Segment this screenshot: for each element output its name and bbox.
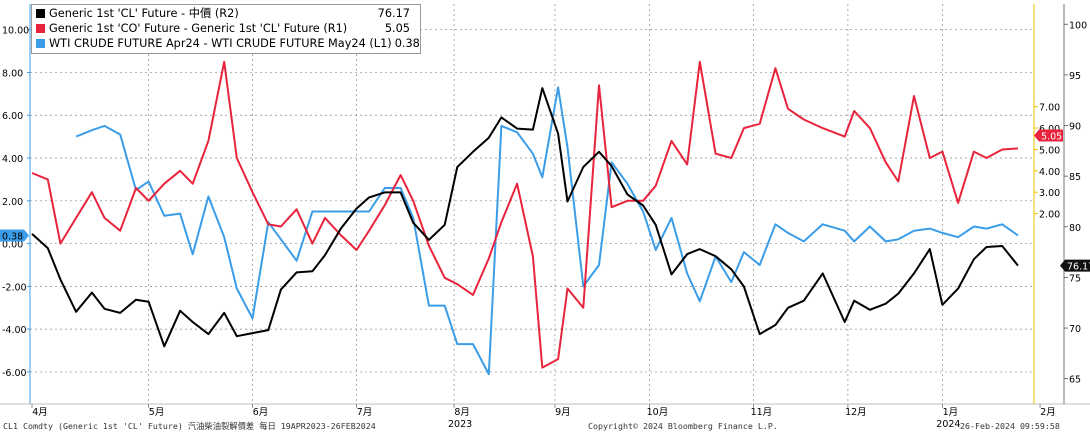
r2-tick-label: 75 <box>1069 273 1081 284</box>
r1-tick-label: 4.00 <box>1039 167 1060 178</box>
legend-swatch-co-cl <box>36 24 45 33</box>
flag-r2-value: 76.17 <box>1060 259 1090 273</box>
series-line-l1 <box>75 86 1019 376</box>
legend-value-co-cl: 5.05 <box>384 22 410 35</box>
series-line-r1 <box>31 60 1019 369</box>
r2-tick-label: 80 <box>1069 223 1081 234</box>
series-line-r2 <box>31 87 1019 348</box>
left-tick-label: 4.00 <box>2 154 23 165</box>
flag-r1-value: 5.05 <box>1034 129 1063 143</box>
legend-value-wti-spread: 0.38 <box>394 37 420 50</box>
axes-layer: -6.00 -4.00 -2.00 0.00 2.00 4.00 6.00 8.00 10.00… <box>0 4 1090 430</box>
flag-r2-value-shape <box>1060 259 1090 272</box>
r2-tick-label: 90 <box>1069 122 1081 133</box>
series-layer <box>31 60 1019 376</box>
flag-r1-value-shape <box>1034 129 1063 142</box>
r1-tick-label: 7.00 <box>1039 103 1060 114</box>
left-tick-label: 10.00 <box>2 26 29 37</box>
flag-r1-value-text: 5.05 <box>1041 132 1062 143</box>
left-tick-label: 8.00 <box>2 68 23 79</box>
legend-swatch-wti-spread <box>36 39 45 48</box>
legend-label-wti-spread: WTI CRUDE FUTURE Apr24 - WTI CRUDE FUTUR… <box>49 37 392 50</box>
r2-tick-label: 70 <box>1069 324 1081 335</box>
x-tick-label: 6月 <box>253 407 269 418</box>
flag-r2-value-text: 76.17 <box>1067 262 1090 273</box>
r2-tick-label: 65 <box>1069 375 1081 386</box>
legend-item-cl: Generic 1st 'CL' Future - 中價 (R2) <box>36 6 239 21</box>
x-tick-label: 5月 <box>149 407 165 418</box>
year-label: 2024 <box>936 419 960 430</box>
left-tick-label: -2.00 <box>2 282 27 293</box>
plot-area <box>30 4 1032 404</box>
x-tick-label: 1月 <box>943 407 959 418</box>
x-tick-label: 2月 <box>1040 407 1056 418</box>
value-flags: 0.38 5.05 76.17 <box>0 129 1090 273</box>
left-tick-label: 0.00 <box>2 240 23 251</box>
x-tick-label: 10月 <box>647 407 669 418</box>
x-tick-label: 8月 <box>454 407 470 418</box>
legend-item-wti-spread: WTI CRUDE FUTURE Apr24 - WTI CRUDE FUTUR… <box>36 36 420 51</box>
r1-tick-label: 5.00 <box>1039 145 1060 156</box>
flag-left-value-text: 0.38 <box>2 231 23 242</box>
chart-legend: Generic 1st 'CL' Future - 中價 (R2) 76.17 … <box>31 4 421 54</box>
r2-tick-label: 85 <box>1069 172 1081 183</box>
left-tick-label: 6.00 <box>2 111 23 122</box>
x-tick-label: 11月 <box>751 407 773 418</box>
x-tick-label: 4月 <box>32 407 48 418</box>
footer-source: CL1 Comdty (Generic 1st 'CL' Future) 汽油柴… <box>3 421 376 431</box>
flag-left-value: 0.38 <box>0 229 29 242</box>
x-tick-label: 9月 <box>555 407 571 418</box>
legend-swatch-cl <box>36 9 45 18</box>
legend-label-co-cl: Generic 1st 'CO' Future - Generic 1st 'C… <box>49 22 348 35</box>
legend-item-co-cl: Generic 1st 'CO' Future - Generic 1st 'C… <box>36 21 347 36</box>
flag-left-value-shape <box>0 229 29 242</box>
r2-tick-label: 95 <box>1069 71 1081 82</box>
legend-label-cl: Generic 1st 'CL' Future - 中價 (R2) <box>49 7 239 20</box>
r2-tick-label: 100 <box>1069 20 1087 31</box>
footer-timestamp: 26-Feb-2024 09:59:58 <box>960 421 1060 431</box>
year-label: 2023 <box>448 419 472 430</box>
left-tick-label: -6.00 <box>2 368 27 379</box>
r1-tick-label: 2.00 <box>1039 210 1060 221</box>
grid-lines <box>30 4 1032 404</box>
left-tick-label: -4.00 <box>2 325 27 336</box>
footer-copyright: Copyright© 2024 Bloomberg Finance L.P. <box>588 421 778 431</box>
left-tick-label: 2.00 <box>2 197 23 208</box>
x-tick-label: 12月 <box>845 407 867 418</box>
x-tick-label: 7月 <box>357 407 373 418</box>
r1-tick-label: 3.00 <box>1039 188 1060 199</box>
legend-value-cl: 76.17 <box>377 7 410 20</box>
